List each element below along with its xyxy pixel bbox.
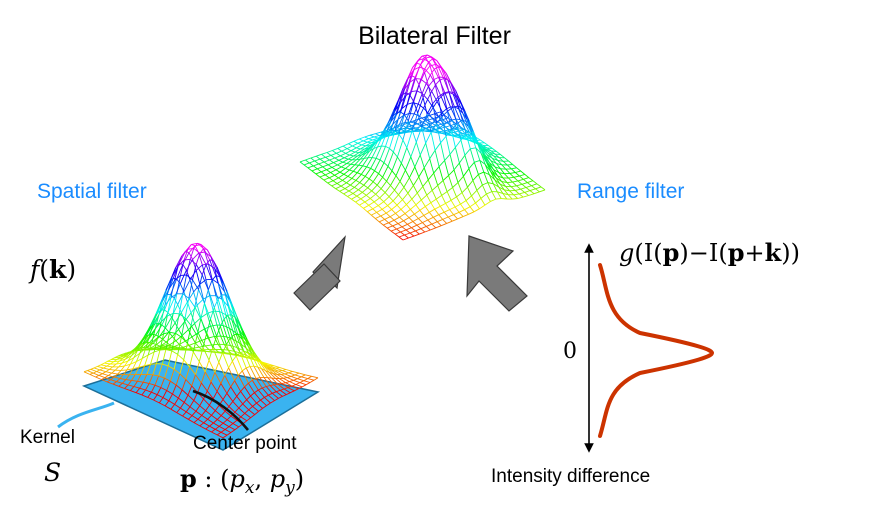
range-function-plus: + (744, 239, 765, 267)
center-comma: , (254, 465, 270, 493)
range-filter-label: Range filter (577, 180, 685, 203)
kernel-label: Kernel (20, 427, 75, 448)
range-function-part-1: (I( (634, 239, 663, 267)
center-px: p (229, 465, 245, 493)
center-point-equation: p : (px, py) (180, 464, 304, 498)
range-function-p: p (662, 238, 680, 267)
spatial-function-close: ) (66, 255, 77, 284)
center-p: p (180, 464, 197, 493)
range-gaussian-curve (598, 263, 715, 438)
diagram-title: Bilateral Filter (358, 22, 511, 50)
range-function-name: g (619, 239, 635, 267)
axis-zero-label: 0 (563, 339, 577, 364)
range-function-close: )) (781, 239, 800, 267)
spatial-filter-label: Spatial filter (37, 180, 147, 203)
center-close: ) (294, 465, 305, 493)
center-point-label: Center point (193, 433, 297, 454)
center-x-subscript: x (244, 477, 255, 498)
range-function-part-2: )−I( (679, 239, 728, 267)
center-y-subscript: y (285, 477, 295, 498)
center-py: p (269, 465, 286, 493)
spatial-gaussian-mesh (83, 242, 319, 439)
center-colon: : ( (196, 465, 230, 493)
spatial-function: f(k) (30, 255, 76, 284)
spatial-function-name: f (30, 255, 40, 284)
kernel-leader-line (57, 401, 115, 429)
center-point-leader-line (192, 389, 250, 431)
spatial-function-open: ( (39, 255, 50, 284)
range-function-p-2: p (727, 238, 745, 267)
intensity-difference-label: Intensity difference (491, 466, 651, 487)
spatial-function-arg: k (49, 255, 67, 284)
right-combine-arrow (466, 235, 528, 312)
left-combine-arrow-shaft (293, 263, 341, 311)
kernel-symbol: S (44, 458, 62, 487)
bilateral-output-mesh (299, 54, 546, 241)
range-function: g(I(p)−I(p+k)) (619, 238, 800, 267)
range-function-k: k (764, 238, 782, 267)
